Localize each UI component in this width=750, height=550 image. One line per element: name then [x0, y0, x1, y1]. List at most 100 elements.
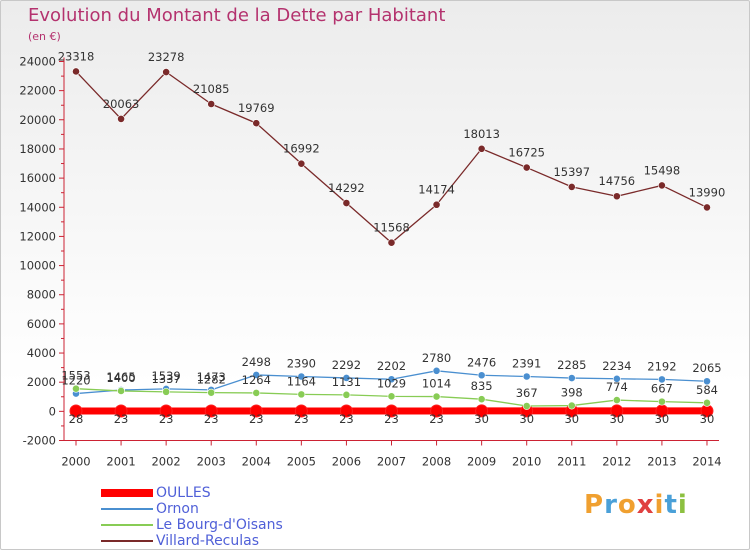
- data-point-villard-reculas: [297, 159, 306, 168]
- y-tick-label: 0: [49, 404, 56, 418]
- data-point-le-bourg-d-oisans: [342, 390, 351, 399]
- data-point-oulles: [339, 404, 353, 418]
- data-label-le-bourg-d-oisans: 367: [516, 386, 538, 400]
- x-tick-label: 2010: [512, 455, 541, 469]
- data-point-villard-reculas: [612, 192, 621, 201]
- legend-label: Ornon: [156, 501, 199, 517]
- brand-letter: t: [664, 490, 678, 520]
- data-label-le-bourg-d-oisans: 1029: [377, 376, 406, 390]
- data-label-oulles: 23: [384, 412, 399, 426]
- data-point-le-bourg-d-oisans: [477, 395, 486, 404]
- x-tick-label: 2002: [151, 455, 180, 469]
- data-label-ornon: 2285: [557, 358, 586, 372]
- data-label-oulles: 30: [519, 412, 534, 426]
- data-point-le-bourg-d-oisans: [612, 396, 621, 404]
- x-tick-label: 2012: [602, 455, 631, 469]
- data-label-le-bourg-d-oisans: 667: [651, 382, 673, 396]
- brand-letter: i: [677, 490, 688, 520]
- data-label-oulles: 23: [339, 412, 354, 426]
- y-tick-label: 8000: [27, 288, 56, 302]
- data-label-le-bourg-d-oisans: 835: [471, 379, 493, 393]
- data-label-ornon: 1539: [151, 369, 180, 383]
- data-label-ornon: 2391: [512, 356, 541, 370]
- x-tick-label: 2009: [467, 455, 496, 469]
- data-label-oulles: 23: [249, 412, 264, 426]
- x-tick-label: 2004: [242, 455, 271, 469]
- data-point-le-bourg-d-oisans: [252, 389, 261, 397]
- data-point-oulles: [114, 404, 128, 418]
- y-tick-label: -2000: [23, 434, 56, 448]
- y-tick-label: 10000: [19, 259, 56, 273]
- data-point-oulles: [384, 404, 398, 418]
- data-label-villard-reculas: 15498: [644, 163, 681, 177]
- data-label-villard-reculas: 18013: [463, 127, 500, 141]
- data-point-le-bourg-d-oisans: [207, 388, 216, 397]
- data-point-villard-reculas: [162, 68, 171, 76]
- data-point-le-bourg-d-oisans: [387, 392, 396, 401]
- data-point-oulles: [204, 404, 218, 418]
- legend-swatch-villard-reculas: [101, 540, 153, 542]
- x-tick-label: 2014: [692, 455, 721, 469]
- data-point-le-bourg-d-oisans: [567, 401, 576, 410]
- data-label-villard-reculas: 19769: [238, 101, 275, 115]
- y-tick-label: 6000: [27, 317, 56, 331]
- data-label-le-bourg-d-oisans: 1553: [61, 369, 90, 383]
- data-point-villard-reculas: [72, 67, 80, 76]
- x-tick-label: 2000: [61, 455, 90, 469]
- data-point-ornon: [342, 374, 351, 382]
- x-tick-label: 2008: [422, 455, 451, 469]
- brand-letter: P: [584, 490, 605, 520]
- data-label-ornon: 2476: [467, 355, 496, 369]
- y-tick-label: 12000: [19, 229, 56, 243]
- data-label-le-bourg-d-oisans: 584: [696, 383, 718, 397]
- x-tick-label: 2007: [377, 455, 406, 469]
- data-label-oulles: 30: [564, 412, 579, 426]
- data-label-ornon: 2390: [287, 357, 316, 371]
- legend-label: Villard-Reculas: [156, 533, 260, 549]
- data-label-ornon: 2192: [647, 359, 676, 373]
- chart-title: Evolution du Montant de la Dette par Hab…: [28, 5, 446, 26]
- data-label-le-bourg-d-oisans: 1131: [332, 375, 361, 389]
- data-point-oulles: [69, 404, 83, 418]
- data-label-le-bourg-d-oisans: 1164: [287, 374, 316, 388]
- data-label-le-bourg-d-oisans: 398: [561, 386, 583, 400]
- data-point-villard-reculas: [522, 163, 531, 172]
- legend-label: Le Bourg-d'Oisans: [156, 517, 283, 533]
- data-label-oulles: 23: [429, 412, 444, 426]
- data-point-ornon: [567, 374, 576, 382]
- series-group: [69, 67, 714, 418]
- legend-swatch-le-bourg-doisans: [101, 524, 153, 526]
- data-label-le-bourg-d-oisans: 1282: [197, 373, 226, 387]
- data-point-villard-reculas: [117, 114, 125, 123]
- data-label-oulles: 28: [69, 412, 84, 426]
- axes: -2000 0 2000 4000 6000 8000 10000 12000 14000 160…: [19, 55, 721, 469]
- data-label-oulles: 23: [294, 412, 309, 426]
- data-point-le-bourg-d-oisans: [703, 398, 711, 407]
- x-tick-label: 2011: [557, 455, 586, 469]
- x-tick-label: 2006: [332, 455, 361, 469]
- data-label-villard-reculas: 23278: [148, 50, 185, 64]
- data-point-le-bourg-d-oisans: [522, 402, 531, 410]
- data-label-ornon: 2065: [692, 361, 721, 375]
- y-tick-label: 2000: [27, 375, 56, 389]
- legend-swatch-oulles: [101, 489, 153, 497]
- y-tick-label: 18000: [19, 142, 56, 156]
- data-point-le-bourg-d-oisans: [117, 387, 125, 395]
- data-point-ornon: [703, 377, 711, 386]
- data-point-villard-reculas: [477, 144, 486, 153]
- series-line-villard-reculas: [75, 70, 708, 244]
- data-point-oulles: [249, 404, 263, 418]
- data-label-le-bourg-d-oisans: 1337: [151, 372, 180, 386]
- y-tick-label: 24000: [19, 55, 56, 69]
- data-label-le-bourg-d-oisans: 1400: [106, 371, 135, 385]
- data-label-villard-reculas: 16992: [283, 142, 320, 156]
- data-labels: 28 23 23 23 23 23 23 23 23 30 30 30 30 30 30 1220 1465 15…: [58, 49, 726, 426]
- data-label-villard-reculas: 21085: [193, 82, 230, 96]
- data-point-villard-reculas: [342, 199, 351, 207]
- data-point-le-bourg-d-oisans: [297, 390, 306, 399]
- data-point-le-bourg-d-oisans: [432, 392, 441, 401]
- data-point-ornon: [387, 375, 396, 384]
- x-tick-label: 2003: [197, 455, 226, 469]
